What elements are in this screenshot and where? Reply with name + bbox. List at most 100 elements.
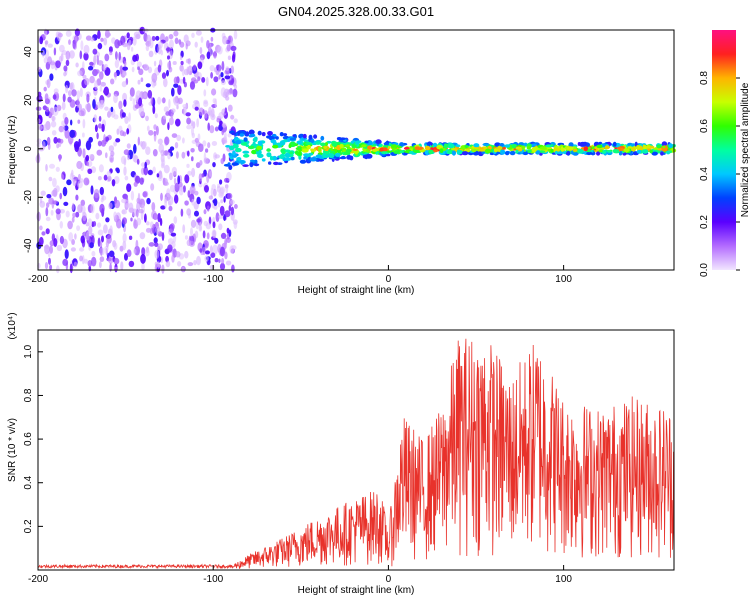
spectrogram-cell (133, 31, 140, 37)
spectrogram-cell (128, 260, 135, 268)
spectrogram-cell (45, 216, 51, 222)
spectrogram-cell (303, 156, 308, 160)
spectrogram-cell (124, 175, 129, 181)
spectrogram-cell (504, 151, 510, 156)
spectrogram-cell (339, 143, 344, 149)
spectrogram-cell (217, 45, 223, 55)
spectrogram-cell (61, 174, 65, 180)
spectrogram-cell (144, 213, 147, 223)
spectrogram-cell (224, 210, 231, 218)
spectrogram-cell (220, 232, 227, 239)
spectrogram-cell (203, 101, 209, 107)
spectrogram-cell (224, 75, 231, 80)
spectrogram-cell (130, 217, 133, 222)
spectrogram-cell (42, 124, 49, 131)
spectrogram-cell (44, 244, 50, 249)
spectrogram-cell (84, 77, 90, 86)
spectrogram-cell (150, 183, 155, 191)
spectrogram-cell (45, 228, 50, 235)
spectrogram-cell (145, 146, 151, 155)
spectrogram-cell (213, 50, 217, 59)
spectrogram-cell (132, 36, 137, 46)
spectrogram-cell (174, 194, 179, 204)
spectrogram-cell (279, 140, 286, 146)
spectrogram-cell (124, 116, 129, 124)
spectrogram-cell (102, 64, 107, 71)
spectrogram-cell (182, 137, 185, 144)
spectrogram-cell (443, 143, 448, 149)
snr-y-tick-label: 0.2 (23, 519, 34, 533)
spectrogram-cell (478, 148, 485, 152)
spectrogram-cell (153, 213, 158, 221)
spectrogram-cell (44, 262, 49, 270)
spectrogram-x-tick-label: 100 (555, 274, 572, 285)
spectrogram-cell (126, 32, 130, 39)
snr-x-axis: -200 -100 0 100 (28, 565, 572, 585)
spectrogram-cell (211, 141, 218, 146)
spectrogram-cell (182, 76, 186, 84)
spectrogram-cell (225, 260, 232, 266)
spectrogram-cell (76, 90, 81, 100)
spectrogram-cell (232, 143, 239, 149)
spectrogram-cell (45, 207, 49, 217)
spectrogram-cell (183, 34, 189, 43)
spectrogram-cell (439, 148, 444, 153)
spectrogram-cell (499, 143, 504, 147)
spectrogram-cell (165, 111, 171, 116)
spectrogram-y-tick-label: -40 (23, 238, 34, 253)
spectrogram-cell (135, 239, 139, 250)
spectrogram-cell (375, 140, 382, 144)
spectrogram-cell (50, 120, 57, 128)
spectrogram-cell (71, 169, 74, 178)
spectrogram-cell (612, 149, 619, 153)
spectrogram-cell (133, 248, 137, 254)
spectrogram-cell (145, 44, 150, 52)
spectrogram-cell (295, 147, 302, 151)
spectrogram-cell (433, 142, 437, 147)
spectrogram-cell (182, 224, 186, 234)
spectrogram-cell (511, 144, 517, 149)
spectrogram-cell (40, 190, 46, 196)
spectrogram-cell (144, 248, 150, 257)
spectrogram-cell (136, 61, 142, 68)
spectrogram-cell (82, 118, 86, 129)
snr-x-tick-label: 0 (386, 574, 392, 585)
spectrogram-cell (573, 148, 578, 152)
spectrogram-cell (232, 150, 236, 156)
spectrogram-cell (243, 137, 248, 142)
spectrogram-cell (383, 142, 389, 146)
spectrogram-cell (623, 148, 630, 153)
spectrogram-cell (409, 150, 413, 155)
spectrogram-cell (59, 192, 62, 200)
spectrogram-cell (218, 258, 221, 263)
spectrogram-cell (143, 166, 148, 176)
spectrogram-cell (99, 241, 103, 248)
spectrogram-cell (242, 142, 248, 146)
spectrogram-cell (217, 201, 221, 208)
spectrogram-y-tick-label: -20 (23, 190, 34, 205)
spectrogram-cell (196, 255, 201, 266)
spectrogram-cell (174, 142, 179, 149)
spectrogram-cell (175, 251, 181, 258)
spectrogram-cell (269, 155, 274, 161)
spectrogram-cell (219, 187, 224, 197)
spectrogram-cell (414, 146, 420, 151)
snr-y-axis: 0.2 0.4 0.6 0.8 1.0 (23, 344, 43, 533)
spectrogram-cell (97, 30, 101, 40)
spectrogram-cell (225, 185, 229, 194)
spectrogram-cell (257, 130, 262, 136)
spectrogram-cell (73, 141, 80, 150)
spectrogram-cell (383, 147, 388, 152)
spectrogram-cell (62, 258, 69, 266)
spectrogram-cell (64, 117, 69, 125)
spectrogram-cell (225, 66, 230, 72)
spectrogram-cell (85, 103, 89, 110)
spectrogram-cell (114, 59, 120, 69)
spectrogram-cell (83, 177, 90, 186)
spectrogram-cell (365, 149, 370, 153)
spectrogram-cell (206, 232, 210, 240)
spectrogram-cell (500, 149, 506, 155)
spectrogram-cell (169, 39, 174, 50)
spectrogram-cell (210, 187, 214, 198)
spectrogram-cell (164, 36, 169, 42)
